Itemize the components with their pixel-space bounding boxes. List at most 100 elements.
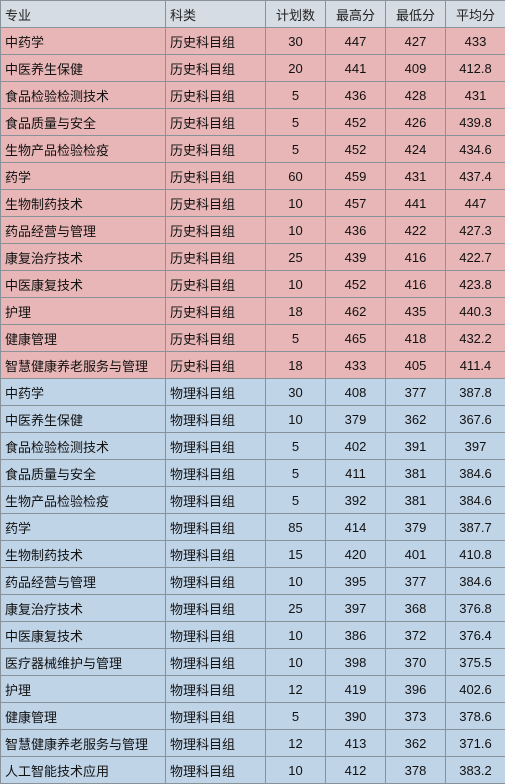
cell-min: 405 [386,352,446,379]
cell-major: 护理 [1,298,166,325]
cell-avg: 447 [446,190,505,217]
cell-avg: 437.4 [446,163,505,190]
cell-max: 419 [326,676,386,703]
cell-major: 食品质量与安全 [1,460,166,487]
cell-plan: 25 [266,244,326,271]
cell-category: 历史科目组 [166,352,266,379]
cell-plan: 10 [266,757,326,784]
cell-min: 427 [386,28,446,55]
table-row: 健康管理历史科目组5465418432.2 [1,325,505,352]
cell-avg: 434.6 [446,136,505,163]
cell-min: 377 [386,568,446,595]
table-row: 中医康复技术物理科目组10386372376.4 [1,622,505,649]
cell-max: 398 [326,649,386,676]
cell-avg: 383.2 [446,757,505,784]
cell-max: 395 [326,568,386,595]
header-max: 最高分 [326,1,386,28]
cell-max: 390 [326,703,386,730]
cell-plan: 18 [266,352,326,379]
cell-min: 379 [386,514,446,541]
cell-min: 362 [386,730,446,757]
cell-min: 401 [386,541,446,568]
cell-plan: 5 [266,109,326,136]
cell-min: 370 [386,649,446,676]
cell-plan: 18 [266,298,326,325]
cell-plan: 30 [266,28,326,55]
cell-max: 392 [326,487,386,514]
cell-max: 459 [326,163,386,190]
cell-major: 健康管理 [1,325,166,352]
cell-category: 物理科目组 [166,568,266,595]
cell-category: 物理科目组 [166,379,266,406]
table-row: 康复治疗技术历史科目组25439416422.7 [1,244,505,271]
cell-category: 历史科目组 [166,82,266,109]
table-row: 药品经营与管理历史科目组10436422427.3 [1,217,505,244]
cell-major: 生物制药技术 [1,190,166,217]
cell-category: 物理科目组 [166,622,266,649]
cell-max: 386 [326,622,386,649]
cell-major: 康复治疗技术 [1,244,166,271]
table-row: 药学历史科目组60459431437.4 [1,163,505,190]
cell-major: 药学 [1,163,166,190]
cell-plan: 85 [266,514,326,541]
header-row: 专业 科类 计划数 最高分 最低分 平均分 [1,1,505,28]
cell-category: 物理科目组 [166,730,266,757]
cell-major: 药品经营与管理 [1,568,166,595]
cell-plan: 20 [266,55,326,82]
cell-category: 物理科目组 [166,460,266,487]
cell-plan: 5 [266,460,326,487]
score-table: 专业 科类 计划数 最高分 最低分 平均分 中药学历史科目组3044742743… [0,0,505,784]
table-row: 护理历史科目组18462435440.3 [1,298,505,325]
cell-avg: 427.3 [446,217,505,244]
cell-avg: 440.3 [446,298,505,325]
cell-category: 物理科目组 [166,487,266,514]
cell-max: 462 [326,298,386,325]
cell-avg: 387.7 [446,514,505,541]
cell-avg: 402.6 [446,676,505,703]
cell-avg: 384.6 [446,568,505,595]
table-row: 智慧健康养老服务与管理历史科目组18433405411.4 [1,352,505,379]
cell-avg: 411.4 [446,352,505,379]
table-row: 生物制药技术物理科目组15420401410.8 [1,541,505,568]
header-major: 专业 [1,1,166,28]
cell-min: 431 [386,163,446,190]
table-row: 智慧健康养老服务与管理物理科目组12413362371.6 [1,730,505,757]
cell-avg: 367.6 [446,406,505,433]
cell-min: 435 [386,298,446,325]
cell-plan: 10 [266,568,326,595]
cell-category: 物理科目组 [166,757,266,784]
cell-plan: 10 [266,271,326,298]
table-row: 药品经营与管理物理科目组10395377384.6 [1,568,505,595]
cell-avg: 378.6 [446,703,505,730]
table-row: 中医康复技术历史科目组10452416423.8 [1,271,505,298]
cell-plan: 10 [266,622,326,649]
cell-plan: 5 [266,703,326,730]
cell-min: 362 [386,406,446,433]
table-row: 药学物理科目组85414379387.7 [1,514,505,541]
cell-avg: 439.8 [446,109,505,136]
cell-plan: 60 [266,163,326,190]
cell-min: 373 [386,703,446,730]
cell-min: 441 [386,190,446,217]
table-row: 中药学历史科目组30447427433 [1,28,505,55]
cell-category: 物理科目组 [166,514,266,541]
cell-plan: 30 [266,379,326,406]
cell-major: 护理 [1,676,166,703]
table-row: 中医养生保健历史科目组20441409412.8 [1,55,505,82]
cell-category: 历史科目组 [166,136,266,163]
cell-max: 433 [326,352,386,379]
cell-avg: 397 [446,433,505,460]
cell-max: 408 [326,379,386,406]
cell-min: 391 [386,433,446,460]
cell-max: 452 [326,271,386,298]
cell-avg: 384.6 [446,460,505,487]
table-row: 人工智能技术应用物理科目组10412378383.2 [1,757,505,784]
header-avg: 平均分 [446,1,505,28]
table-row: 护理物理科目组12419396402.6 [1,676,505,703]
cell-max: 397 [326,595,386,622]
cell-max: 413 [326,730,386,757]
cell-min: 409 [386,55,446,82]
cell-major: 食品检验检测技术 [1,433,166,460]
table-row: 生物制药技术历史科目组10457441447 [1,190,505,217]
cell-max: 452 [326,136,386,163]
